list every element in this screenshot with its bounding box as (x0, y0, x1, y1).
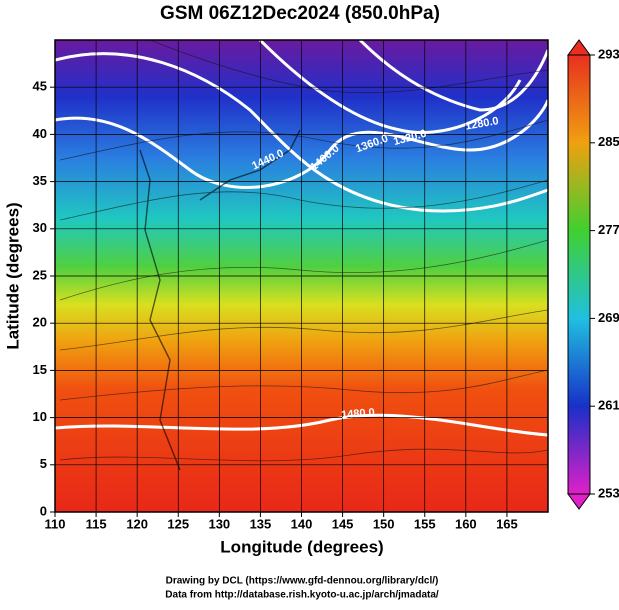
colorbar-tick-label: 253 (598, 485, 619, 500)
y-tick-label: 15 (33, 362, 47, 377)
y-tick-label: 25 (33, 267, 47, 282)
y-tick-label: 30 (33, 220, 47, 235)
x-tick-label: 160 (455, 516, 477, 531)
x-tick-label: 140 (291, 516, 313, 531)
colorbar-tick-label: 269 (598, 310, 619, 325)
x-axis-label: Longitude (degrees) (220, 537, 383, 556)
colorbar-tick-label: 261 (598, 398, 619, 413)
x-tick-label: 125 (167, 516, 189, 531)
x-tick-label: 150 (373, 516, 395, 531)
y-axis-label: Latitude (degrees) (3, 202, 22, 349)
y-tick-label: 45 (33, 79, 47, 94)
contour-label: 1480.0 (341, 406, 376, 421)
y-tick-label: 5 (40, 456, 47, 471)
title: GSM 06Z12Dec2024 (850.0hPa) (160, 3, 440, 24)
x-tick-label: 110 (45, 516, 66, 531)
colorbar-tick-label: 293 (598, 46, 619, 61)
y-tick-label: 40 (33, 126, 47, 141)
x-tick-label: 115 (86, 516, 107, 531)
colorbar-max-arrow (567, 39, 591, 56)
x-tick-label: 155 (414, 516, 436, 531)
x-tick-label: 145 (332, 516, 354, 531)
axes: 110 115 120 125 130 135 140 145 150 155 160 165 0 5 10… (33, 40, 548, 531)
y-tick-label: 20 (33, 315, 47, 330)
streamlines (59, 40, 548, 471)
credit: Data from http://database.rish.kyoto-u.a… (165, 590, 439, 601)
colorbar-min-arrow (567, 493, 591, 510)
y-tick-label: 35 (33, 173, 47, 188)
x-tick-label: 130 (208, 516, 230, 531)
colorbar-tick-label: 277 (598, 222, 619, 237)
y-tick-label: 0 (40, 503, 47, 518)
x-tick-label: 120 (126, 516, 148, 531)
contour-label: 1280.0 (464, 115, 499, 133)
colorbar (567, 54, 591, 495)
credit: Drawing by DCL (https://www.gfd-dennou.o… (166, 576, 439, 587)
x-tick-label: 135 (250, 516, 272, 531)
x-tick-label: 165 (496, 516, 518, 531)
plot-frame (54, 39, 549, 513)
colorbar-tick-label: 285 (598, 134, 619, 149)
y-tick-label: 10 (33, 409, 47, 424)
